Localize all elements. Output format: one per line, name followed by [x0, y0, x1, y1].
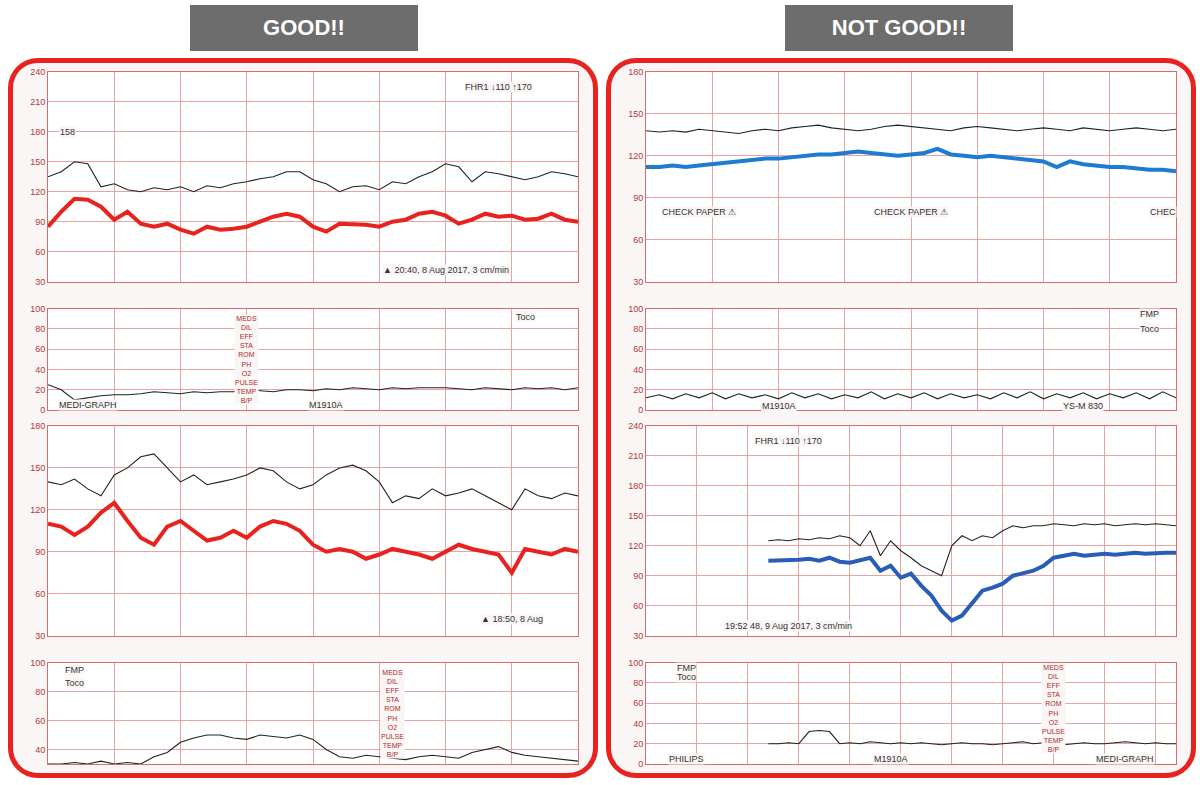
svg-text:60: 60 — [35, 247, 45, 257]
html-text:NOT GOOD!!: NOT GOOD!! — [831, 15, 967, 40]
svg-text:90: 90 — [35, 547, 45, 557]
svg-text:150: 150 — [628, 109, 643, 119]
svg-text:40: 40 — [35, 745, 45, 755]
svg-text:0: 0 — [638, 759, 643, 769]
svg-text:150: 150 — [628, 511, 643, 521]
svg-text:M1910A: M1910A — [762, 401, 796, 411]
svg-text:80: 80 — [633, 324, 643, 334]
svg-text:19:52 48, 9 Aug 2017, 3 cm/min: 19:52 48, 9 Aug 2017, 3 cm/min — [725, 621, 852, 631]
svg-text:FMP: FMP — [65, 665, 84, 675]
svg-text:Toco: Toco — [65, 678, 84, 688]
svg-text:60: 60 — [633, 698, 643, 708]
svg-text:PHILIPS: PHILIPS — [669, 754, 704, 764]
svg-text:20: 20 — [633, 739, 643, 749]
svg-text:60: 60 — [633, 235, 643, 245]
svg-text:30: 30 — [35, 631, 45, 641]
svg-text:120: 120 — [628, 151, 643, 161]
svg-text:80: 80 — [35, 687, 45, 697]
svg-text:60: 60 — [633, 601, 643, 611]
svg-text:M1910A: M1910A — [874, 754, 908, 764]
svg-text:0: 0 — [638, 405, 643, 415]
svg-text:M1910A: M1910A — [309, 400, 343, 410]
svg-text:20: 20 — [35, 385, 45, 395]
svg-text:MEDSDILEFFSTAROMPHO2PULSETEMPB: MEDSDILEFFSTAROMPHO2PULSETEMPB/P — [235, 315, 258, 404]
svg-text:40: 40 — [633, 719, 643, 729]
svg-text:60: 60 — [35, 344, 45, 354]
svg-text:180: 180 — [30, 127, 45, 137]
svg-text:0: 0 — [40, 405, 45, 415]
svg-text:180: 180 — [628, 481, 643, 491]
svg-text:120: 120 — [30, 187, 45, 197]
svg-text:120: 120 — [30, 505, 45, 515]
svg-text:80: 80 — [633, 678, 643, 688]
svg-text:210: 210 — [30, 97, 45, 107]
svg-text:90: 90 — [35, 217, 45, 227]
svg-text:60: 60 — [35, 716, 45, 726]
svg-text:▲ 20:40, 8 Aug 2017, 3 cm/min: ▲ 20:40, 8 Aug 2017, 3 cm/min — [383, 265, 509, 275]
svg-text:120: 120 — [628, 541, 643, 551]
svg-text:Toco: Toco — [516, 312, 535, 322]
html-text:GOOD!!: GOOD!! — [263, 15, 345, 40]
svg-text:90: 90 — [633, 193, 643, 203]
svg-text:20: 20 — [633, 385, 643, 395]
svg-text:100: 100 — [628, 658, 643, 668]
svg-text:60: 60 — [35, 589, 45, 599]
svg-text:MEDSDILEFFSTAROMPHO2PULSETEMPB: MEDSDILEFFSTAROMPHO2PULSETEMPB/P — [381, 669, 404, 758]
svg-text:240: 240 — [30, 67, 45, 77]
svg-text:100: 100 — [30, 304, 45, 314]
svg-text:CHEC: CHEC — [1150, 207, 1176, 217]
svg-text:180: 180 — [30, 421, 45, 431]
svg-text:90: 90 — [633, 571, 643, 581]
svg-text:40: 40 — [633, 365, 643, 375]
svg-text:FHR1 ↓110 ↑170: FHR1 ↓110 ↑170 — [755, 436, 822, 446]
svg-text:60: 60 — [633, 344, 643, 354]
svg-text:80: 80 — [35, 324, 45, 334]
svg-text:FMP: FMP — [677, 663, 696, 673]
svg-text:CHECK PAPER ⚠: CHECK PAPER ⚠ — [874, 207, 948, 217]
svg-text:CHECK PAPER ⚠: CHECK PAPER ⚠ — [662, 207, 736, 217]
svg-text:158: 158 — [60, 127, 75, 137]
svg-text:30: 30 — [633, 631, 643, 641]
svg-text:FHR1 ↓110 ↑170: FHR1 ↓110 ↑170 — [465, 82, 532, 92]
svg-text:MEDI-GRAPH: MEDI-GRAPH — [1096, 754, 1154, 764]
svg-text:Toco: Toco — [1140, 324, 1159, 334]
svg-text:MEDSDILEFFSTAROMPHO2PULSETEMPB: MEDSDILEFFSTAROMPHO2PULSETEMPB/P — [1042, 664, 1065, 753]
svg-text:YS-M 830: YS-M 830 — [1063, 401, 1103, 411]
svg-text:210: 210 — [628, 451, 643, 461]
svg-text:MEDI-GRAPH: MEDI-GRAPH — [59, 400, 117, 410]
svg-text:30: 30 — [35, 277, 45, 287]
svg-text:FMP: FMP — [1140, 309, 1159, 319]
svg-text:30: 30 — [633, 277, 643, 287]
svg-text:240: 240 — [628, 421, 643, 431]
svg-text:150: 150 — [30, 463, 45, 473]
svg-text:150: 150 — [30, 157, 45, 167]
svg-text:100: 100 — [30, 658, 45, 668]
svg-text:40: 40 — [35, 365, 45, 375]
svg-text:100: 100 — [628, 304, 643, 314]
svg-text:180: 180 — [628, 67, 643, 77]
svg-text:Toco: Toco — [677, 672, 696, 682]
svg-text:▲ 18:50, 8 Aug: ▲ 18:50, 8 Aug — [481, 614, 543, 624]
